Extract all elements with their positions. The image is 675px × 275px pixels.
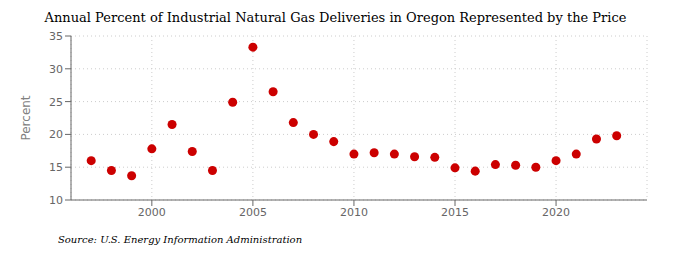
svg-text:10: 10 <box>49 194 63 207</box>
html-text:Annual Percent of Industrial N: Annual Percent of Industrial Natural Gas… <box>44 10 627 25</box>
svg-text:2000: 2000 <box>138 206 166 219</box>
svg-text:15: 15 <box>49 161 63 174</box>
svg-text:2010: 2010 <box>340 206 368 219</box>
html-text:Source: U.S. Energy Informatio: Source: U.S. Energy Information Administ… <box>58 234 303 245</box>
svg-text:30: 30 <box>49 63 63 76</box>
svg-text:Percent: Percent <box>19 95 33 140</box>
svg-text:25: 25 <box>49 96 63 109</box>
svg-text:2005: 2005 <box>239 206 267 219</box>
svg-text:2015: 2015 <box>441 206 469 219</box>
svg-text:35: 35 <box>49 30 63 43</box>
svg-text:20: 20 <box>49 128 63 141</box>
svg-text:2020: 2020 <box>542 206 570 219</box>
